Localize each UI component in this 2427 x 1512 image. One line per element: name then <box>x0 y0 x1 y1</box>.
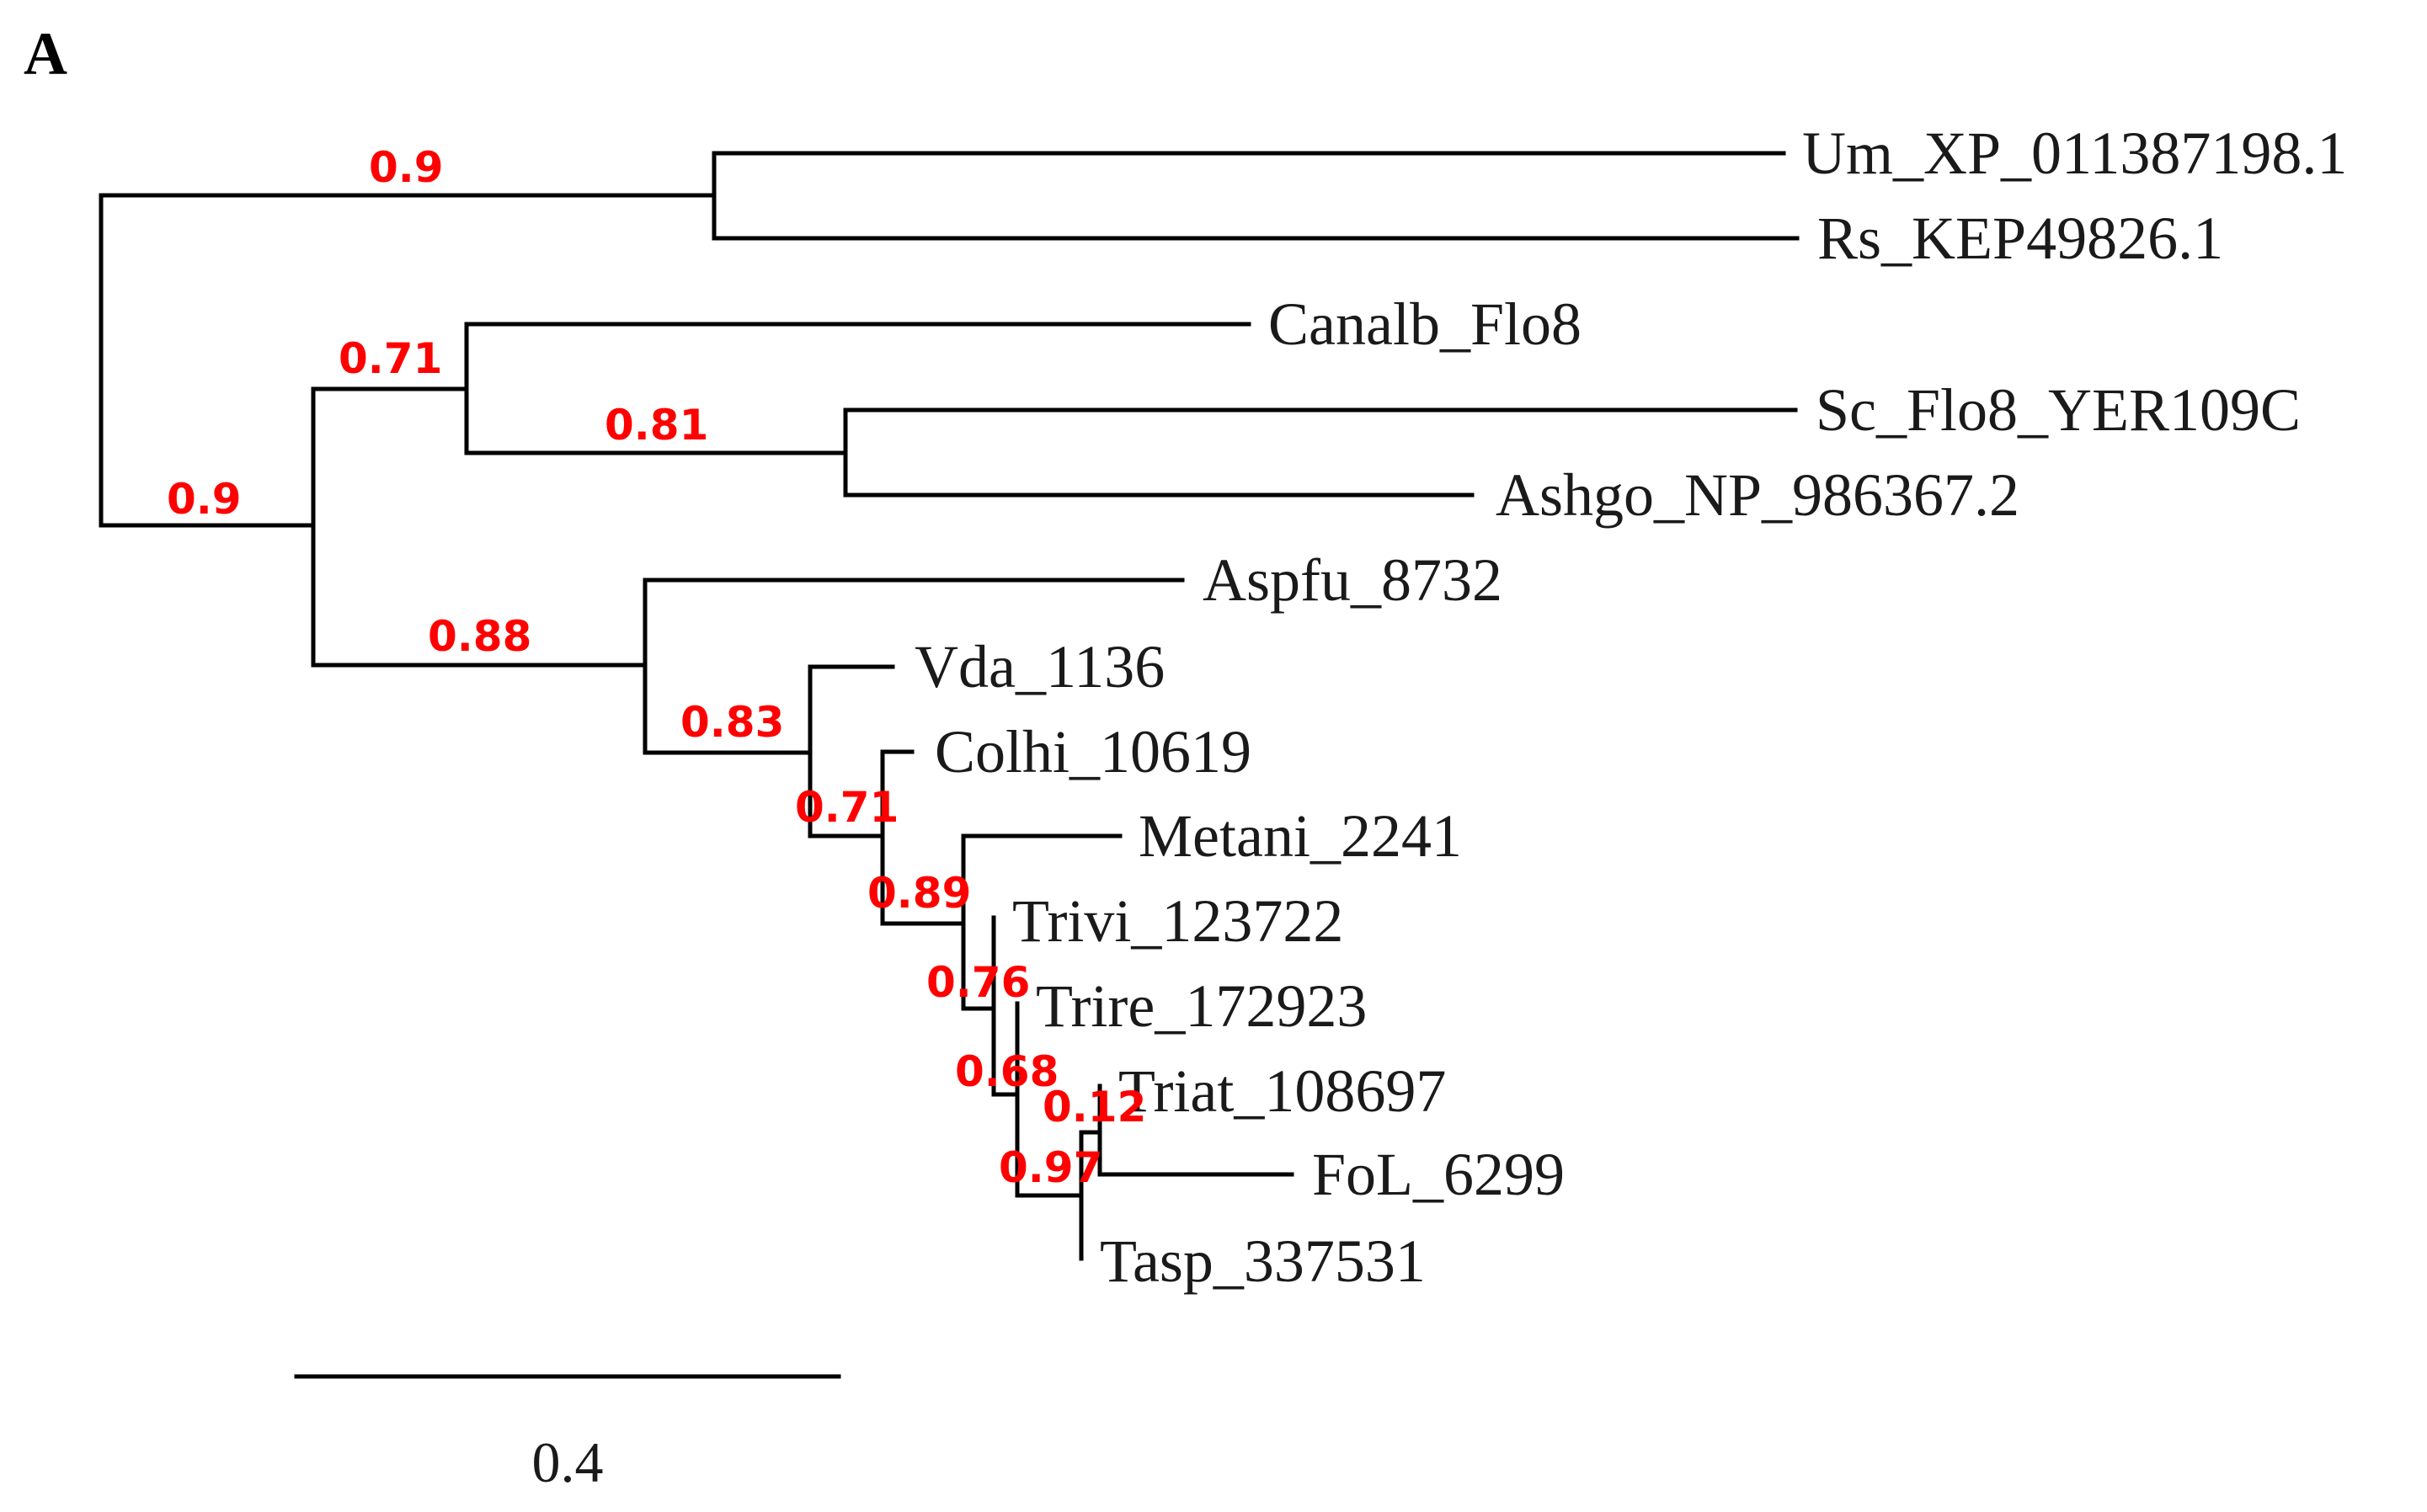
support-canalb-group: 0.71 <box>339 334 442 383</box>
leaf-colhi: Colhi_10619 <box>935 718 1251 785</box>
support-triat: 0.12 <box>1043 1083 1146 1131</box>
support-values: 0.9 0.71 0.81 0.9 0.88 0.83 0.71 0.89 0.… <box>167 143 1146 1192</box>
support-um-rs: 0.9 <box>369 143 444 192</box>
leaf-sc: Sc_Flo8_YER109C <box>1816 376 2301 444</box>
support-sc-ashgo: 0.81 <box>605 401 708 450</box>
leaf-trire: Trire_172923 <box>1036 972 1367 1040</box>
leaf-metani: Metani_2241 <box>1139 802 1462 870</box>
leaf-vda: Vda_1136 <box>915 633 1165 700</box>
leaf-canalb: Canalb_Flo8 <box>1268 290 1582 358</box>
support-ingroup: 0.9 <box>167 475 242 524</box>
leaf-rs: Rs_KEP49826.1 <box>1817 205 2223 272</box>
leaf-ashgo: Ashgo_NP_986367.2 <box>1496 461 2019 529</box>
support-fol-tasp: 0.97 <box>999 1143 1102 1192</box>
leaf-fol: FoL_6299 <box>1312 1141 1565 1208</box>
leaf-labels: Um_XP_011387198.1 Rs_KEP49826.1 Canalb_F… <box>915 120 2347 1295</box>
support-trire: 0.68 <box>955 1047 1059 1096</box>
support-metani: 0.89 <box>867 869 971 918</box>
scale-bar: 0.4 <box>294 1374 841 1494</box>
support-vda: 0.83 <box>680 698 784 747</box>
leaf-um: Um_XP_011387198.1 <box>1802 120 2347 187</box>
branches <box>99 151 1800 1261</box>
support-trivi: 0.76 <box>926 958 1030 1007</box>
panel-label: A <box>24 20 67 88</box>
leaf-aspfu: Aspfu_8732 <box>1203 546 1502 614</box>
support-pezizo: 0.88 <box>428 612 531 661</box>
leaf-triat: Triat_108697 <box>1118 1057 1446 1125</box>
leaf-trivi: Trivi_123722 <box>1012 887 1343 955</box>
scale-bar-label: 0.4 <box>532 1430 604 1494</box>
support-colhi: 0.71 <box>795 783 899 832</box>
leaf-tasp: Tasp_337531 <box>1100 1227 1426 1295</box>
